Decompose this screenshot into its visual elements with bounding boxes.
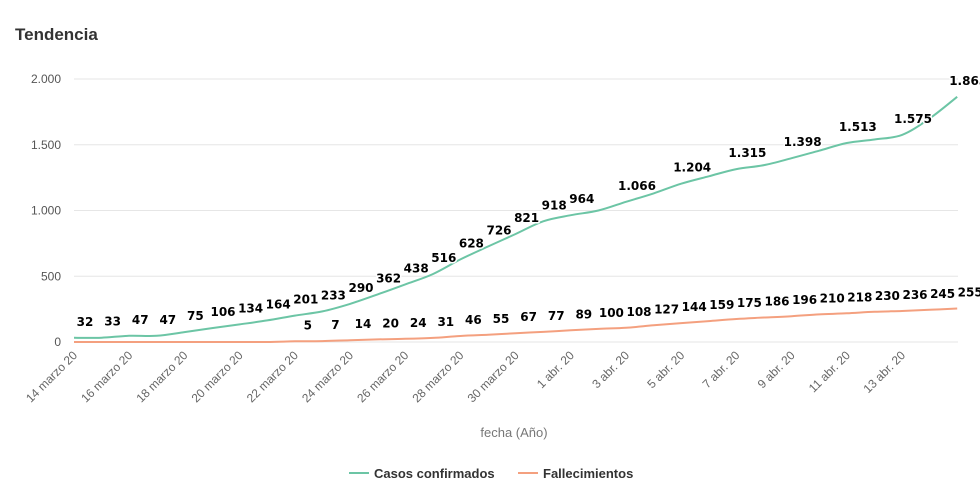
x-tick-label: 9 abr. 20 bbox=[755, 348, 798, 391]
data-label: 144 bbox=[682, 300, 707, 314]
data-label: 5 bbox=[304, 318, 312, 332]
x-tick-label: 26 marzo 20 bbox=[354, 348, 411, 405]
data-label: 186 bbox=[764, 295, 789, 309]
legend-item-fallecimientos[interactable]: Fallecimientos bbox=[518, 466, 633, 481]
data-label: 127 bbox=[654, 302, 679, 316]
data-label: 47 bbox=[159, 313, 176, 327]
y-tick-label: 0 bbox=[54, 335, 61, 349]
x-tick-label: 5 abr. 20 bbox=[644, 348, 687, 391]
series-lines bbox=[73, 96, 958, 344]
data-label: 159 bbox=[709, 298, 734, 312]
data-label: 134 bbox=[238, 301, 263, 315]
series-line-fallecimientos[interactable] bbox=[73, 307, 958, 344]
data-label: 918 bbox=[542, 198, 567, 212]
x-tick-label: 14 marzo 20 bbox=[23, 348, 80, 405]
data-label: 1.575 bbox=[894, 112, 932, 126]
x-tick-label: 11 abr. 20 bbox=[806, 348, 853, 395]
data-label: 75 bbox=[187, 309, 204, 323]
data-label: 964 bbox=[569, 192, 594, 206]
data-label: 1.204 bbox=[673, 161, 711, 175]
data-label: 164 bbox=[266, 297, 291, 311]
x-tick-label: 18 marzo 20 bbox=[133, 348, 190, 405]
legend-item-casos-confirmados[interactable]: Casos confirmados bbox=[349, 466, 495, 481]
data-label: 33 bbox=[104, 315, 121, 329]
data-label: 218 bbox=[847, 290, 872, 304]
data-label: 233 bbox=[321, 288, 346, 302]
data-label: 821 bbox=[514, 211, 539, 225]
data-label: 245 bbox=[930, 287, 955, 301]
data-label: 1.315 bbox=[728, 146, 766, 160]
data-label: 236 bbox=[902, 288, 927, 302]
data-label: 255 bbox=[958, 285, 980, 299]
legend-label-fallecimientos: Fallecimientos bbox=[543, 466, 633, 481]
x-tick-label: 20 marzo 20 bbox=[189, 348, 246, 405]
y-tick-label: 1.000 bbox=[31, 204, 61, 218]
data-label: 77 bbox=[548, 309, 565, 323]
data-label: 230 bbox=[875, 289, 900, 303]
data-label: 67 bbox=[520, 310, 537, 324]
data-label: 20 bbox=[382, 316, 399, 330]
data-label: 201 bbox=[293, 293, 318, 307]
data-label: 1.865 bbox=[949, 74, 980, 88]
legend-label-casos: Casos confirmados bbox=[374, 466, 495, 481]
data-label: 47 bbox=[132, 313, 149, 327]
x-tick-label: 3 abr. 20 bbox=[589, 348, 632, 391]
chart-title: Tendencia bbox=[15, 25, 98, 44]
data-label: 438 bbox=[404, 261, 429, 275]
x-tick-label: 13 abr. 20 bbox=[860, 348, 908, 396]
data-label: 46 bbox=[465, 313, 482, 327]
data-label: 726 bbox=[486, 224, 511, 238]
data-label: 628 bbox=[459, 236, 484, 250]
data-labels: 32 33 47 47 75 106 134 164 201 233290362438516628… bbox=[75, 72, 980, 334]
x-tick-label: 28 marzo 20 bbox=[409, 348, 466, 405]
data-label: 1.398 bbox=[784, 135, 822, 149]
data-label: 175 bbox=[737, 296, 762, 310]
y-tick-label: 2.000 bbox=[31, 72, 61, 86]
data-label: 290 bbox=[348, 281, 373, 295]
data-label: 31 bbox=[437, 315, 454, 329]
data-label: 362 bbox=[376, 271, 401, 285]
data-label: 196 bbox=[792, 293, 817, 307]
series-line-casos-confirmados[interactable] bbox=[73, 96, 958, 339]
x-tick-label: 24 marzo 20 bbox=[299, 348, 356, 405]
data-label: 210 bbox=[820, 291, 845, 305]
data-label: 89 bbox=[575, 307, 592, 321]
data-label: 516 bbox=[431, 251, 456, 265]
y-tick-label: 1.500 bbox=[31, 138, 61, 152]
data-label: 24 bbox=[410, 316, 427, 330]
data-label: 100 bbox=[599, 306, 624, 320]
y-tick-label: 500 bbox=[41, 269, 61, 283]
data-label: 1.513 bbox=[839, 120, 877, 134]
y-axis-ticks: 0 500 1.000 1.500 2.000 bbox=[31, 72, 61, 349]
x-tick-label: 30 marzo 20 bbox=[465, 348, 522, 405]
legend[interactable]: Casos confirmados Fallecimientos bbox=[349, 466, 633, 481]
x-tick-label: 16 marzo 20 bbox=[78, 348, 135, 405]
data-label: 55 bbox=[493, 312, 510, 326]
x-axis-label: fecha (Año) bbox=[480, 425, 547, 440]
x-tick-label: 22 marzo 20 bbox=[244, 348, 301, 405]
data-label: 7 bbox=[331, 318, 339, 332]
data-label: 106 bbox=[210, 305, 235, 319]
data-label: 32 bbox=[77, 315, 94, 329]
data-label: 14 bbox=[355, 317, 372, 331]
data-label: 1.066 bbox=[618, 179, 656, 193]
gridlines bbox=[74, 78, 958, 343]
x-tick-label: 1 abr. 20 bbox=[534, 348, 577, 391]
x-tick-label: 7 abr. 20 bbox=[700, 348, 743, 391]
data-label: 108 bbox=[626, 305, 651, 319]
